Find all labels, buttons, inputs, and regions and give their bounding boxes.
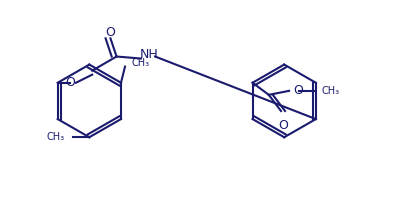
Text: CH₃: CH₃ — [131, 57, 149, 67]
Text: O: O — [105, 26, 115, 39]
Text: O: O — [292, 84, 302, 97]
Text: NH: NH — [139, 48, 158, 61]
Text: CH₃: CH₃ — [47, 132, 65, 142]
Text: O: O — [65, 76, 75, 89]
Text: CH₃: CH₃ — [321, 86, 339, 96]
Text: O: O — [277, 119, 287, 132]
